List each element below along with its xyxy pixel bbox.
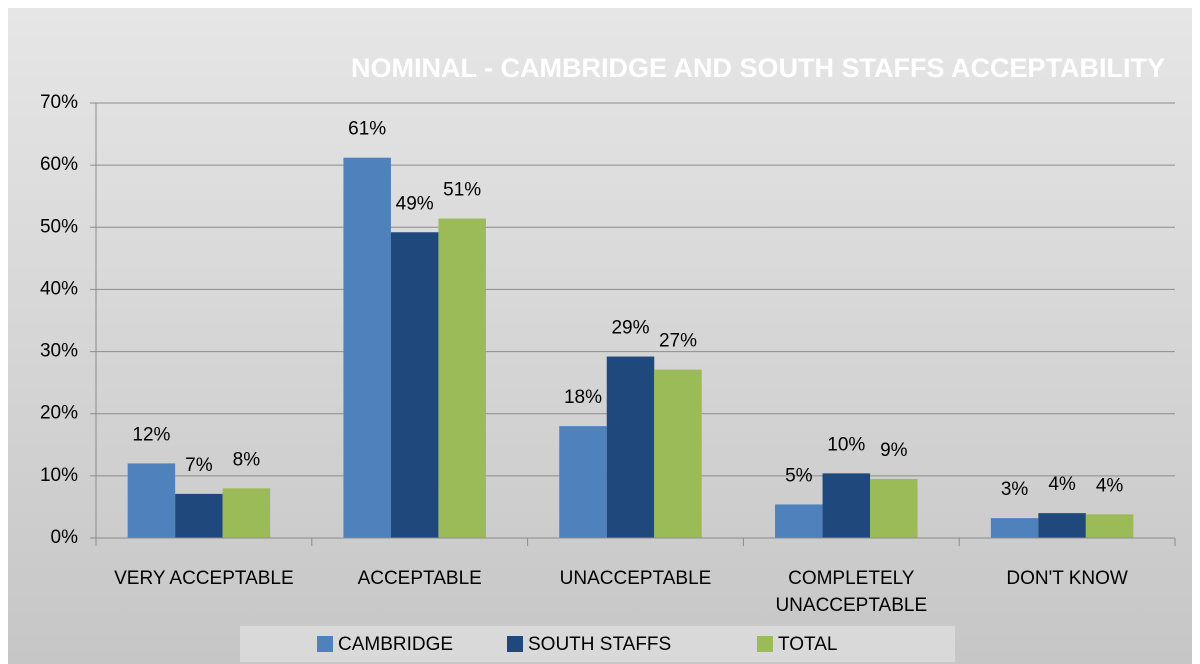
x-tick-label: DON'T KNOW (1006, 568, 1128, 589)
x-tick-label: UNACCEPTABLE (560, 568, 712, 589)
bar (606, 356, 655, 538)
data-label: 49% (396, 193, 434, 214)
data-label: 10% (827, 434, 865, 455)
data-label: 8% (233, 449, 261, 470)
bar (343, 157, 391, 538)
y-tick-label: 60% (40, 154, 78, 175)
bar (775, 504, 823, 538)
bar (1085, 514, 1134, 538)
bar (559, 426, 607, 538)
data-label: 4% (1048, 474, 1076, 495)
bar (654, 369, 702, 538)
legend-label: SOUTH STAFFS (528, 634, 671, 655)
bar (870, 478, 918, 538)
x-tick-label: COMPLETELY UNACCEPTABLE (775, 568, 927, 616)
chart-title: NOMINAL - CAMBRIDGE AND SOUTH STAFFS ACC… (351, 53, 1165, 83)
data-label: 29% (611, 318, 649, 339)
x-tick-label: ACCEPTABLE (358, 568, 482, 589)
chart-background (8, 8, 1192, 664)
data-label: 4% (1096, 475, 1124, 496)
data-label: 12% (132, 424, 170, 445)
data-label: 27% (659, 331, 697, 352)
y-tick-label: 70% (40, 92, 78, 113)
y-tick-label: 20% (40, 403, 78, 424)
y-tick-label: 10% (40, 465, 78, 486)
legend-swatch (317, 636, 333, 652)
legend-swatch (757, 636, 773, 652)
data-label: 3% (1001, 479, 1029, 500)
data-label: 61% (348, 119, 386, 140)
legend-label: TOTAL (778, 634, 837, 655)
y-tick-label: 40% (40, 278, 78, 299)
bar (175, 493, 223, 538)
legend-swatch (507, 636, 523, 652)
data-label: 7% (185, 455, 213, 476)
data-label: 9% (880, 440, 908, 461)
y-tick-label: 50% (40, 216, 78, 237)
legend-label: CAMBRIDGE (338, 634, 453, 655)
bar (822, 473, 871, 538)
bar (990, 518, 1039, 538)
bar (222, 488, 271, 538)
data-label: 51% (443, 180, 481, 201)
bar (438, 218, 486, 539)
y-tick-label: 0% (51, 527, 79, 548)
data-label: 5% (785, 465, 813, 486)
legend-box (240, 626, 955, 662)
bar (1038, 513, 1086, 538)
bar (127, 463, 176, 538)
y-tick-label: 30% (40, 341, 78, 362)
x-tick-label: VERY ACCEPTABLE (114, 568, 294, 589)
bar (390, 232, 439, 538)
data-label: 18% (564, 387, 602, 408)
